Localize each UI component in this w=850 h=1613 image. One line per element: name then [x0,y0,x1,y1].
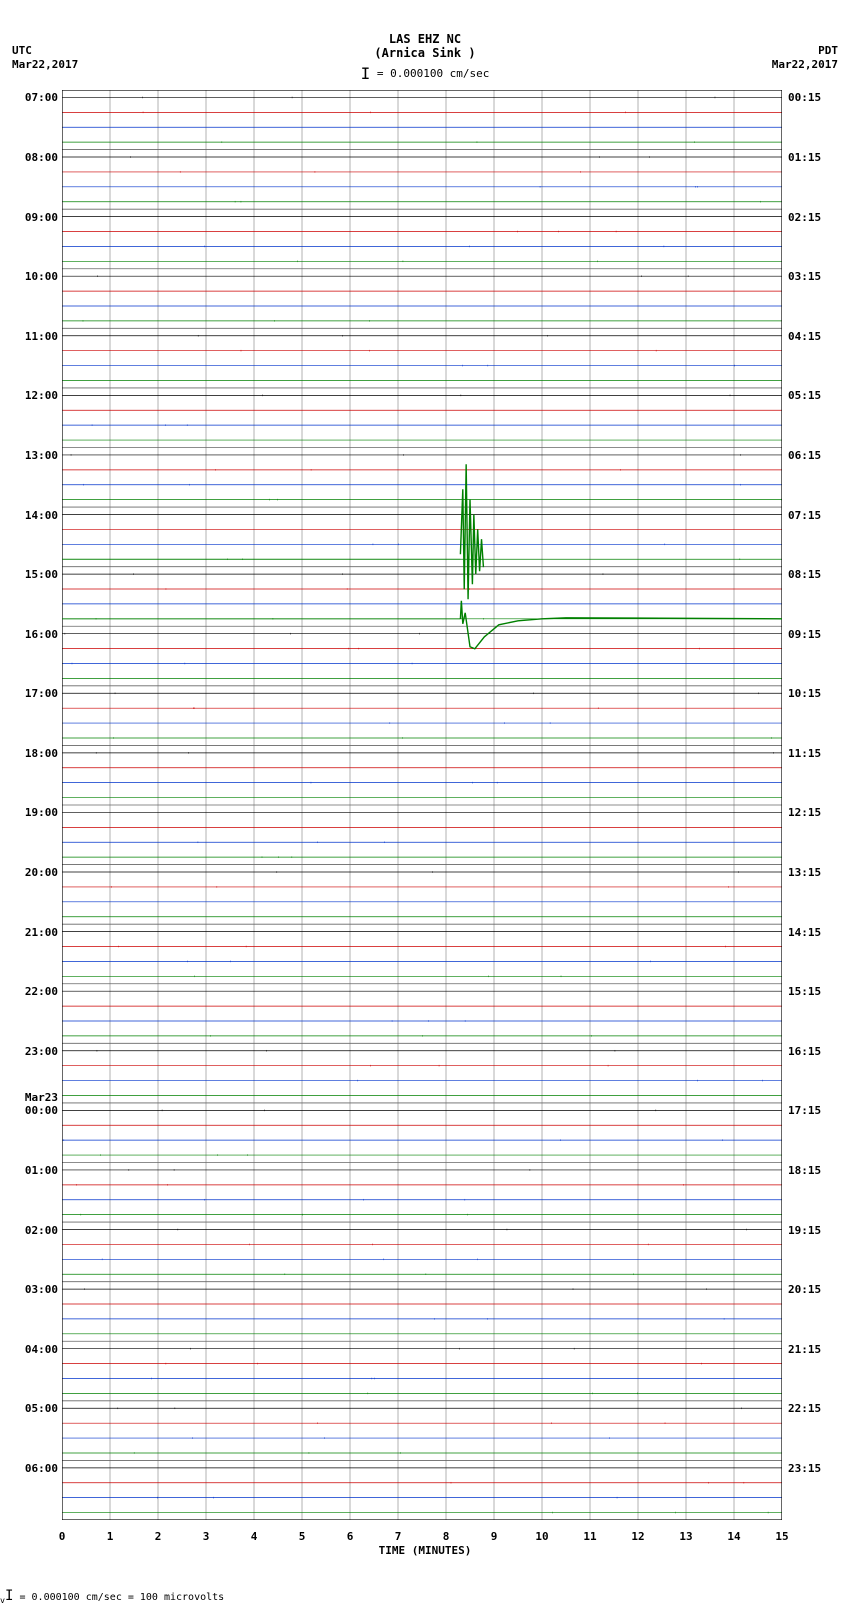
left-time-label: 13:00 [8,449,58,462]
right-time-label: 23:15 [788,1462,838,1475]
left-time-label: 22:00 [8,985,58,998]
seismogram-container: LAS EHZ NC (Arnica Sink ) I = 0.000100 c… [0,0,850,1613]
right-time-label: 22:15 [788,1402,838,1415]
right-time-label: 16:15 [788,1045,838,1058]
right-time-label: 13:15 [788,866,838,879]
left-time-label: 19:00 [8,806,58,819]
right-time-label: 21:15 [788,1343,838,1356]
scale-indicator: I = 0.000100 cm/sec [361,62,490,81]
right-time-label: 14:15 [788,926,838,939]
right-time-label: 01:15 [788,151,838,164]
day-marker: Mar23 [8,1091,58,1104]
footer-scale: vI = 0.000100 cm/sec = 100 microvolts [0,1588,224,1605]
right-time-label: 03:15 [788,270,838,283]
right-time-label: 02:15 [788,211,838,224]
x-tick-label: 2 [148,1530,168,1543]
left-time-label: 17:00 [8,687,58,700]
x-tick-label: 5 [292,1530,312,1543]
left-time-label: 16:00 [8,628,58,641]
left-time-label: 10:00 [8,270,58,283]
left-time-label: 01:00 [8,1164,58,1177]
x-tick-label: 13 [676,1530,696,1543]
left-time-label: 02:00 [8,1224,58,1237]
x-tick-label: 1 [100,1530,120,1543]
x-tick-label: 7 [388,1530,408,1543]
right-time-label: 11:15 [788,747,838,760]
left-time-label: 12:00 [8,389,58,402]
right-time-label: 07:15 [788,509,838,522]
right-time-label: 15:15 [788,985,838,998]
x-tick-label: 14 [724,1530,744,1543]
left-time-label: 11:00 [8,330,58,343]
station-location: (Arnica Sink ) [0,46,850,60]
right-time-label: 09:15 [788,628,838,641]
left-time-label: 07:00 [8,91,58,104]
right-time-label: 05:15 [788,389,838,402]
left-time-label: 09:00 [8,211,58,224]
right-time-label: 06:15 [788,449,838,462]
x-tick-label: 8 [436,1530,456,1543]
left-time-label: 06:00 [8,1462,58,1475]
left-time-label: 04:00 [8,1343,58,1356]
left-time-label: 20:00 [8,866,58,879]
left-time-label: 18:00 [8,747,58,760]
x-tick-label: 10 [532,1530,552,1543]
x-tick-label: 12 [628,1530,648,1543]
left-time-label: 00:00 [8,1104,58,1117]
x-tick-label: 11 [580,1530,600,1543]
right-time-label: 19:15 [788,1224,838,1237]
right-timezone: PDT [818,44,838,57]
right-time-label: 20:15 [788,1283,838,1296]
x-tick-label: 0 [52,1530,72,1543]
left-timezone: UTC [12,44,32,57]
left-time-label: 14:00 [8,509,58,522]
left-time-label: 03:00 [8,1283,58,1296]
left-time-label: 15:00 [8,568,58,581]
station-code: LAS EHZ NC [0,32,850,46]
scale-text: = 0.000100 cm/sec [377,67,490,80]
left-time-label: 23:00 [8,1045,58,1058]
left-time-label: 08:00 [8,151,58,164]
seismogram-plot [62,90,782,1520]
x-tick-label: 15 [772,1530,792,1543]
right-time-label: 04:15 [788,330,838,343]
x-tick-label: 3 [196,1530,216,1543]
left-time-label: 21:00 [8,926,58,939]
x-tick-label: 4 [244,1530,264,1543]
left-date: Mar22,2017 [12,58,78,71]
right-time-label: 12:15 [788,806,838,819]
x-axis-title: TIME (MINUTES) [0,1544,850,1557]
x-tick-label: 9 [484,1530,504,1543]
right-time-label: 10:15 [788,687,838,700]
left-time-label: 05:00 [8,1402,58,1415]
right-time-label: 00:15 [788,91,838,104]
right-time-label: 17:15 [788,1104,838,1117]
x-tick-label: 6 [340,1530,360,1543]
footer-text: = 0.000100 cm/sec = 100 microvolts [19,1592,224,1603]
right-time-label: 18:15 [788,1164,838,1177]
right-time-label: 08:15 [788,568,838,581]
right-date: Mar22,2017 [772,58,838,71]
